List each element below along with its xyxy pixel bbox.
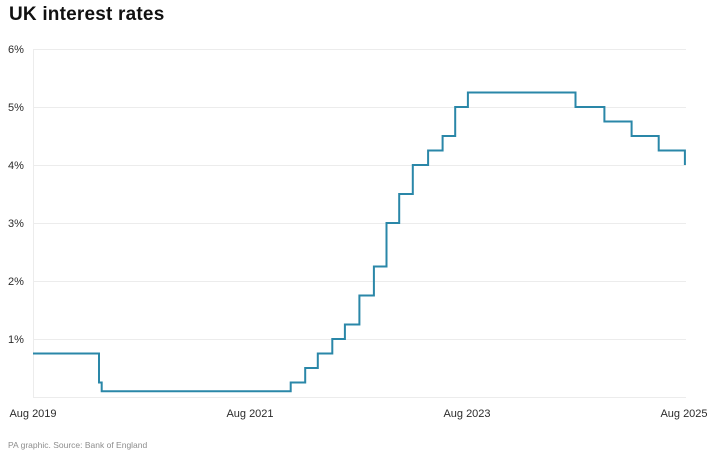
source-note: PA graphic. Source: Bank of England — [8, 440, 148, 450]
y-tick-label: 6% — [8, 44, 24, 56]
y-tick-label: 4% — [8, 160, 24, 172]
x-tick-label: Aug 2023 — [443, 408, 490, 420]
x-tick-label: Aug 2021 — [226, 408, 273, 420]
y-tick-label: 1% — [8, 334, 24, 346]
y-tick-label: 3% — [8, 218, 24, 230]
y-tick-label: 2% — [8, 276, 24, 288]
y-tick-label: 5% — [8, 102, 24, 114]
x-tick-label: Aug 2019 — [9, 408, 56, 420]
rate-step-line — [33, 91, 686, 393]
chart-title: UK interest rates — [9, 4, 165, 25]
x-tick-label: Aug 2025 — [660, 408, 707, 420]
